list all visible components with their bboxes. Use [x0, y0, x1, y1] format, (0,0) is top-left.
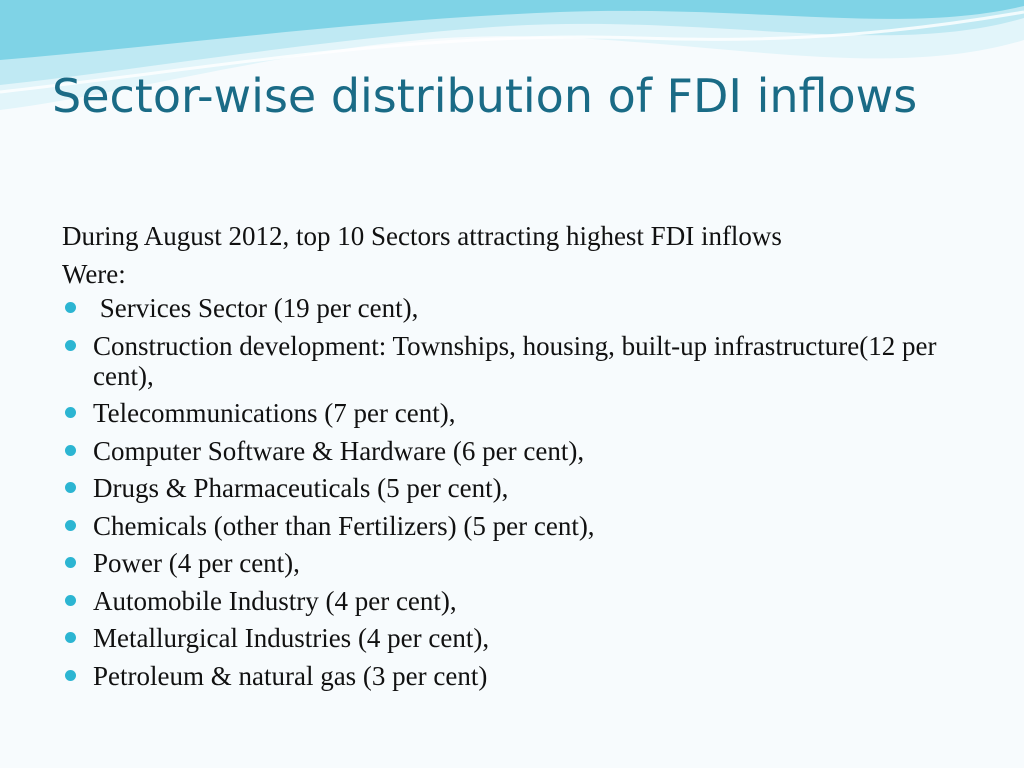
list-item: Drugs & Pharmaceuticals (5 per cent),: [62, 473, 962, 503]
list-item-text: Telecommunications (7 per cent),: [93, 398, 456, 428]
list-item-text: Drugs & Pharmaceuticals (5 per cent),: [93, 473, 509, 503]
bullet-icon: [65, 444, 76, 456]
bullet-icon: [65, 557, 76, 568]
list-item: Chemicals (other than Fertilizers) (5 pe…: [62, 511, 962, 541]
bullet-icon: [65, 594, 76, 606]
list-item: Power (4 per cent),: [62, 548, 962, 578]
list-item: Services Sector (19 per cent),: [62, 293, 962, 323]
list-item-text: Metallurgical Industries (4 per cent),: [93, 623, 490, 653]
wave-line: [0, 10, 1024, 94]
bullet-icon: [65, 632, 76, 643]
list-item-text: Chemicals (other than Fertilizers) (5 pe…: [93, 510, 595, 541]
list-item-text: Services Sector (19 per cent),: [93, 293, 419, 323]
sector-list: Services Sector (19 per cent), Construct…: [62, 293, 962, 691]
list-item: Automobile Industry (4 per cent),: [62, 586, 962, 616]
list-item: Petroleum & natural gas (3 per cent): [62, 661, 962, 691]
wave-front: [0, 0, 1024, 60]
bullet-icon: [65, 407, 76, 418]
slide-body: During August 2012, top 10 Sectors attra…: [62, 218, 962, 698]
bullet-icon: [65, 302, 76, 313]
list-item: Construction development: Townships, hou…: [62, 331, 962, 391]
intro-line-2: Were:: [62, 258, 126, 289]
header-wave-decoration: [0, 0, 1024, 110]
bullet-icon: [65, 669, 76, 681]
bullet-icon: [65, 519, 76, 531]
list-item: Telecommunications (7 per cent),: [62, 398, 962, 428]
list-item-text: Computer Software & Hardware (6 per cent…: [93, 435, 585, 466]
list-item-text: Power (4 per cent),: [93, 548, 300, 578]
bullet-icon: [65, 339, 76, 351]
list-item: Metallurgical Industries (4 per cent),: [62, 623, 962, 653]
list-item-text: Automobile Industry (4 per cent),: [93, 585, 457, 616]
list-item: Computer Software & Hardware (6 per cent…: [62, 436, 962, 466]
list-item-text: Petroleum & natural gas (3 per cent): [93, 660, 488, 691]
bullet-icon: [65, 482, 76, 493]
intro-line-1: During August 2012, top 10 Sectors attra…: [62, 221, 782, 251]
slide-title: Sector-wise distribution of FDI inflows: [52, 69, 918, 123]
list-item-text: Construction development: Townships, hou…: [93, 330, 937, 391]
